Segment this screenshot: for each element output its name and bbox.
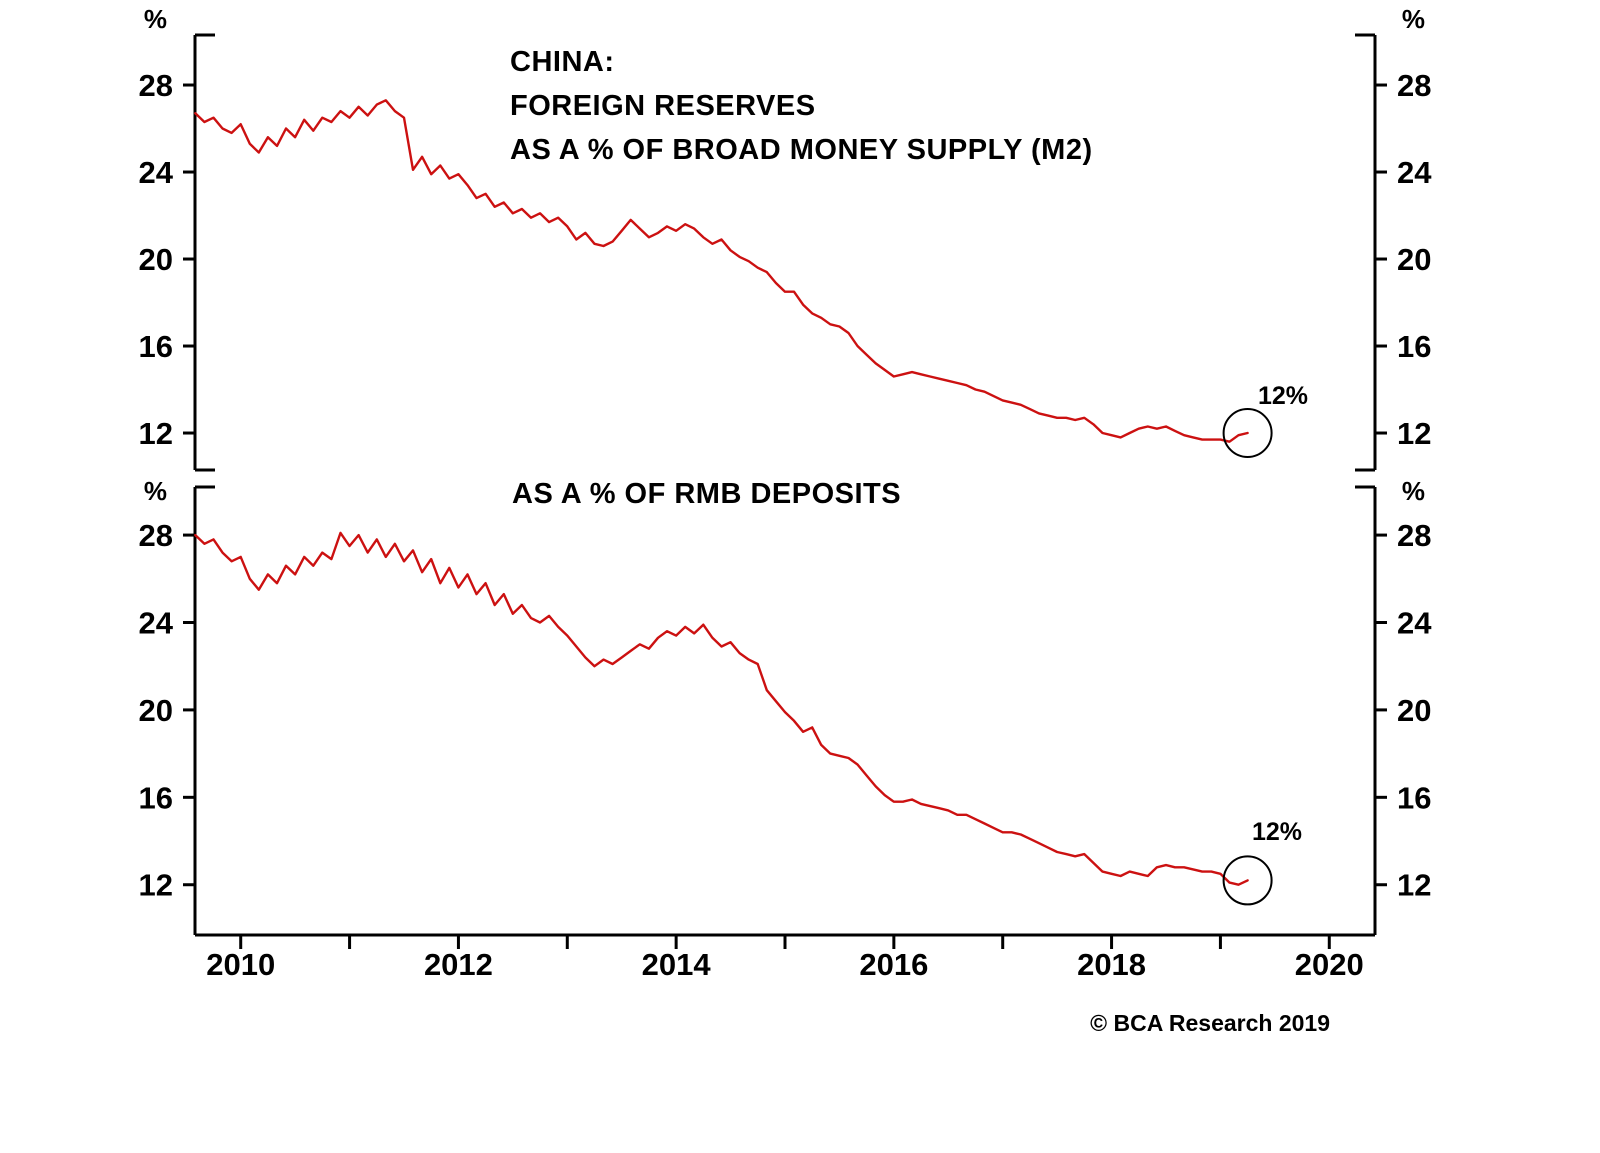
left-y-tick-label: 24: [139, 155, 174, 190]
right-y-tick-label: 12: [1397, 416, 1431, 451]
bottom-end-value-annotation: 12%: [1252, 818, 1303, 846]
x-tick-label: 2016: [859, 947, 928, 982]
left-y-tick-label: 20: [139, 242, 173, 277]
x-tick-label: 2012: [424, 947, 493, 982]
series-line-top: [194, 99, 1249, 443]
left-y-tick-label: 28: [139, 518, 173, 553]
right-y-tick-label: 20: [1397, 242, 1431, 277]
left-y-tick-label: 20: [139, 693, 173, 728]
end-value-circle-top: [1222, 408, 1273, 458]
x-tick-label: 2010: [206, 947, 275, 982]
left-y-tick-label: 12: [139, 868, 173, 903]
top-chart-title: CHINA: FOREIGN RESERVES AS A % OF BROAD …: [510, 40, 1093, 172]
left-y-tick-label: 12: [139, 416, 173, 451]
left-y-tick-label: 28: [139, 68, 173, 103]
end-value-circle-bottom: [1222, 855, 1273, 906]
left-y-tick-label: 16: [139, 329, 173, 364]
left-y-tick-label: 24: [139, 605, 174, 640]
top-chart-title-line1: CHINA:: [510, 46, 615, 78]
right-y-tick-label: 28: [1397, 68, 1431, 103]
right-y-tick-label: 12: [1397, 868, 1431, 903]
right-y-tick-label: 24: [1397, 605, 1432, 640]
right-y-tick-label: 16: [1397, 780, 1431, 815]
top-chart-title-line3: AS A % OF BROAD MONEY SUPPLY (M2): [510, 134, 1093, 166]
top-chart-title-line2: FOREIGN RESERVES: [510, 90, 816, 122]
right-axis-unit-label: %: [1402, 4, 1425, 34]
series-line-bottom: [194, 531, 1249, 886]
left-y-tick-label: 16: [139, 780, 173, 815]
top-end-value-annotation: 12%: [1258, 382, 1309, 410]
left-axis-unit-label: %: [144, 4, 167, 34]
right-y-tick-label: 16: [1397, 329, 1431, 364]
right-y-tick-label: 28: [1397, 518, 1431, 553]
right-y-tick-label: 24: [1397, 155, 1432, 190]
left-axis-unit-label: %: [144, 476, 167, 506]
x-tick-label: 2014: [642, 947, 712, 982]
x-tick-label: 2018: [1077, 947, 1146, 982]
right-y-tick-label: 20: [1397, 693, 1431, 728]
bottom-chart-title: AS A % OF RMB DEPOSITS: [512, 478, 902, 510]
copyright-credit: © BCA Research 2019: [1090, 1010, 1330, 1036]
right-axis-unit-label: %: [1402, 476, 1425, 506]
x-tick-label: 2020: [1295, 947, 1364, 982]
